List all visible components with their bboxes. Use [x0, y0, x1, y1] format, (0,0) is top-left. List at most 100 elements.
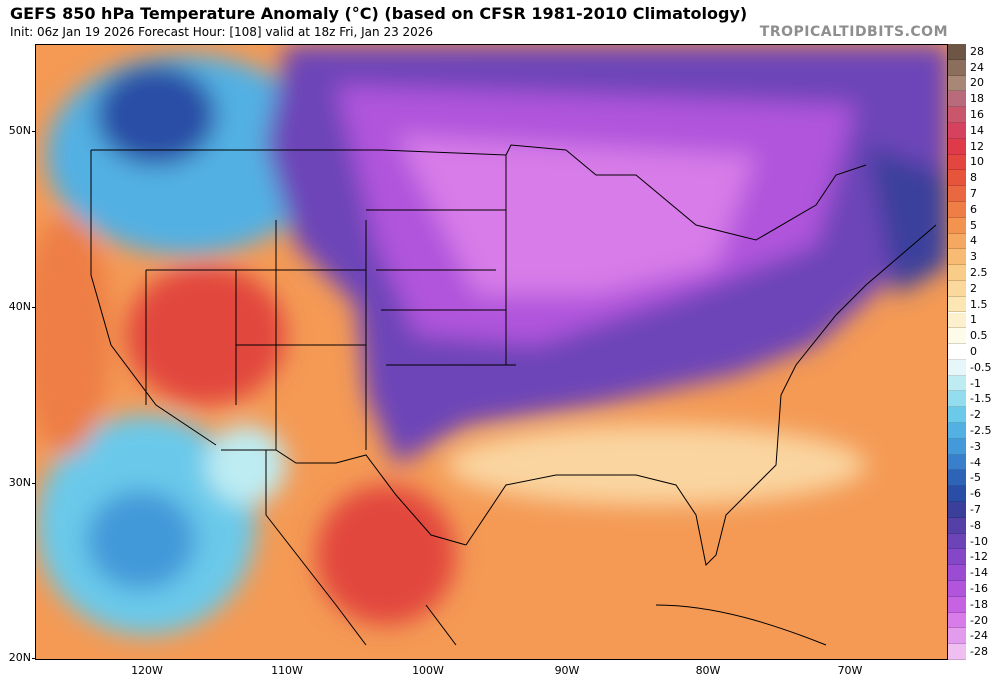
colorbar-label: 8 — [970, 171, 977, 185]
colorbar-label: 0.5 — [970, 329, 988, 343]
west-coast-warm-region — [36, 215, 111, 455]
cuba-coast — [655, 604, 827, 646]
colorbar-label: 7 — [970, 187, 977, 201]
us-west-coast — [90, 150, 217, 446]
colorbar-swatch — [948, 644, 966, 660]
colorbar-swatch — [948, 217, 966, 234]
colorbar-swatch — [948, 59, 966, 76]
colorbar-swatch — [948, 186, 966, 202]
colorbar-swatch — [948, 312, 966, 329]
colorbar-label: -10 — [970, 534, 988, 548]
colorbar-label: -2.5 — [970, 423, 992, 437]
lat-tick — [32, 307, 36, 308]
colorbar-label: -8 — [970, 518, 981, 532]
colorbar-swatch — [948, 438, 966, 455]
colorbar-swatch — [948, 423, 966, 439]
colorbar-swatch — [948, 612, 966, 629]
colorbar-swatch — [948, 44, 966, 60]
colorbar-swatch — [948, 91, 966, 108]
colorbar-label: 3 — [970, 250, 977, 264]
colorbar-swatch — [948, 359, 966, 376]
colorbar-swatch — [948, 122, 966, 139]
colorbar-legend: 28 24 20 18 16 14 12 10 8 7 6 5 4 3 2.5 2 1.5 1 0.5 0 -0.5 -1… — [948, 44, 1000, 660]
colorbar-swatch — [948, 201, 966, 218]
great-lakes-border — [565, 149, 867, 241]
colorbar-label: -2 — [970, 408, 981, 422]
colorbar-swatch — [948, 454, 966, 471]
colorbar-label: 2 — [970, 281, 977, 295]
lat-tick — [32, 483, 36, 484]
colorbar-swatch — [948, 328, 966, 345]
colorbar-label: -7 — [970, 502, 981, 516]
colorbar-swatch — [948, 470, 966, 487]
northeast-cold-edge — [866, 145, 947, 295]
colorbar-label: 12 — [970, 139, 984, 153]
colorbar-swatch — [948, 375, 966, 392]
colorbar-label: 24 — [970, 60, 984, 74]
colorbar-label: 10 — [970, 155, 984, 169]
lon-label-90w: 90W — [554, 664, 580, 677]
colorbar-label: 20 — [970, 76, 984, 90]
anomaly-map-svg — [36, 45, 947, 659]
lon-label-120w: 120W — [131, 664, 163, 677]
colorbar-swatch — [948, 391, 966, 408]
colorbar-label: -14 — [970, 566, 988, 580]
colorbar-label: -24 — [970, 629, 988, 643]
lat-label-50n: 50N — [8, 124, 31, 137]
map-subtitle: Init: 06z Jan 19 2026 Forecast Hour: [10… — [10, 25, 434, 39]
colorbar-swatch — [948, 296, 966, 313]
colorbar-label: 28 — [970, 44, 984, 58]
colorbar-swatch — [948, 154, 966, 171]
map-title: GEFS 850 hPa Temperature Anomaly (°C) (b… — [10, 4, 748, 23]
colorbar-swatch — [948, 75, 966, 92]
colorbar-label: -5 — [970, 471, 981, 485]
pacific-cool-core — [86, 490, 196, 590]
colorbar-swatch — [948, 628, 966, 645]
colorbar-label: 1.5 — [970, 297, 988, 311]
colorbar-swatch — [948, 565, 966, 581]
colorbar-swatch — [948, 549, 966, 566]
colorbar-label: -6 — [970, 487, 981, 501]
colorbar-swatch — [948, 280, 966, 297]
colorbar-label: 16 — [970, 108, 984, 122]
lat-label-30n: 30N — [8, 476, 31, 489]
colorbar-swatch — [948, 581, 966, 597]
colorbar-swatch — [948, 138, 966, 155]
colorbar-label: -1.5 — [970, 392, 992, 406]
colorbar-label: -12 — [970, 550, 988, 564]
colorbar-label: -0.5 — [970, 360, 992, 374]
colorbar-swatch — [948, 517, 966, 534]
colorbar-swatch — [948, 249, 966, 266]
colorbar-swatch — [948, 596, 966, 613]
lon-label-80w: 80W — [695, 664, 721, 677]
site-watermark: TROPICALTIDBITS.COM — [759, 24, 948, 40]
lat-tick — [32, 658, 36, 659]
lat-label-20n: 20N — [8, 651, 31, 664]
mexico-boundaries — [265, 450, 457, 646]
cold-anomaly-core — [396, 135, 756, 295]
colorbar-swatch — [948, 344, 966, 360]
colorbar-label: -16 — [970, 581, 988, 595]
colorbar-label: -18 — [970, 597, 988, 611]
colorbar-label: -20 — [970, 613, 988, 627]
us-mexico-border — [221, 449, 467, 546]
colorbar-swatch — [948, 502, 966, 518]
colorbar-label: -1 — [970, 376, 981, 390]
colorbar-label: 6 — [970, 202, 977, 216]
colorbar-label: 18 — [970, 92, 984, 106]
political-boundaries — [90, 144, 937, 646]
colorbar-swatch — [948, 233, 966, 250]
lon-label-70w: 70W — [837, 664, 863, 677]
colorbar-label: -28 — [970, 645, 988, 659]
baja-cool-spot — [206, 425, 286, 505]
colorbar-swatch — [948, 170, 966, 187]
colorbar-label: -3 — [970, 439, 981, 453]
lat-tick — [32, 131, 36, 132]
colorbar-label: 2.5 — [970, 266, 988, 280]
colorbar-swatch — [948, 533, 966, 550]
colorbar-label: 14 — [970, 123, 984, 137]
colorbar-swatch — [948, 265, 966, 281]
lon-label-100w: 100W — [412, 664, 444, 677]
great-basin-warm-region — [126, 265, 286, 405]
southeast-neutral-band — [446, 425, 866, 505]
